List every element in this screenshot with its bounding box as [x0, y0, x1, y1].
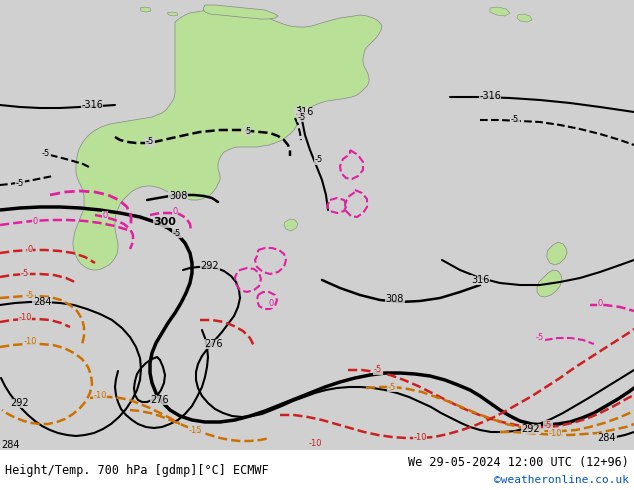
Text: -5: -5: [42, 149, 50, 158]
Text: 0: 0: [597, 298, 603, 308]
Text: We 29-05-2024 12:00 UTC (12+96): We 29-05-2024 12:00 UTC (12+96): [408, 456, 629, 468]
Polygon shape: [167, 12, 178, 16]
Polygon shape: [547, 242, 567, 265]
Text: -10: -10: [93, 391, 107, 399]
Text: 0: 0: [102, 212, 108, 220]
Text: -10: -10: [548, 428, 562, 438]
Bar: [0, 450, 634, 490]
Text: -316: -316: [81, 100, 103, 110]
Polygon shape: [284, 219, 298, 231]
Text: -15: -15: [188, 425, 202, 435]
Text: -5: -5: [536, 334, 544, 343]
Polygon shape: [537, 270, 562, 297]
Text: -5: -5: [315, 155, 323, 165]
Text: 316: 316: [295, 107, 313, 117]
Text: 284: 284: [1, 440, 19, 450]
Text: 284: 284: [598, 433, 616, 443]
Text: -5: -5: [388, 383, 396, 392]
Text: 300: 300: [153, 217, 176, 227]
Text: 0: 0: [268, 298, 274, 308]
Text: 292: 292: [522, 424, 540, 434]
Text: ©weatheronline.co.uk: ©weatheronline.co.uk: [494, 475, 629, 485]
Text: -5: -5: [511, 116, 519, 124]
Text: 5: 5: [245, 126, 250, 136]
Text: -5: -5: [544, 420, 552, 430]
Text: 0: 0: [32, 218, 37, 226]
Text: -10: -10: [18, 314, 32, 322]
Text: 292: 292: [201, 261, 219, 271]
Text: -10: -10: [23, 338, 37, 346]
Polygon shape: [517, 14, 532, 22]
Text: Height/Temp. 700 hPa [gdmp][°C] ECMWF: Height/Temp. 700 hPa [gdmp][°C] ECMWF: [5, 464, 269, 476]
Text: 308: 308: [386, 294, 404, 304]
Text: -5: -5: [173, 228, 181, 238]
Text: -10: -10: [308, 439, 321, 447]
Text: -5: -5: [146, 138, 154, 147]
Text: 276: 276: [205, 339, 223, 349]
Text: 276: 276: [151, 395, 169, 405]
Text: 284: 284: [33, 297, 51, 307]
Text: 316: 316: [471, 275, 489, 285]
Text: -5: -5: [374, 366, 382, 374]
Text: 0: 0: [27, 245, 32, 253]
Polygon shape: [490, 7, 510, 16]
Text: -10: -10: [413, 433, 427, 441]
Text: 0: 0: [172, 207, 178, 217]
Polygon shape: [140, 7, 151, 12]
Text: -5: -5: [298, 113, 306, 122]
Text: -5: -5: [26, 291, 34, 299]
Polygon shape: [203, 5, 278, 19]
Text: 308: 308: [169, 191, 187, 201]
Text: -316: -316: [479, 91, 501, 101]
Text: 292: 292: [11, 398, 29, 408]
Text: -5: -5: [16, 178, 24, 188]
Text: -5: -5: [21, 269, 29, 277]
Polygon shape: [73, 10, 382, 270]
